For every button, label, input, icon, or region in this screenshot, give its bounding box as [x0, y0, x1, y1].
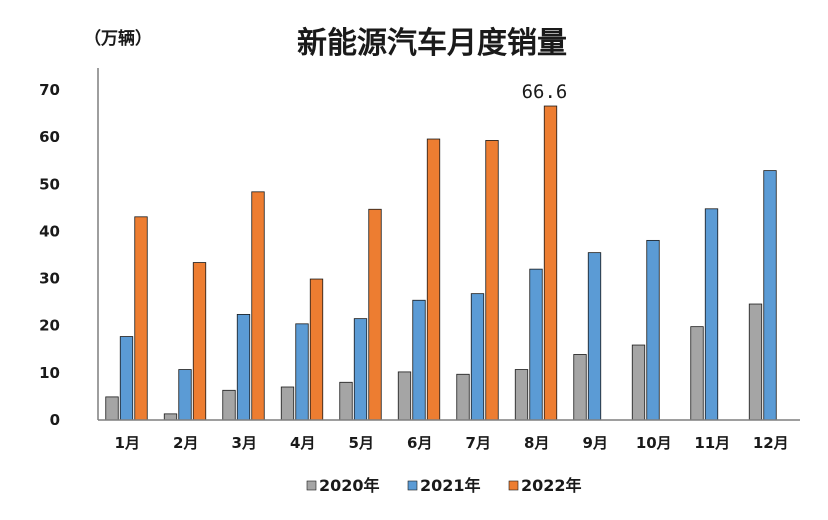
legend: 2020年 2021年 2022年 — [306, 476, 582, 495]
x-tick-label: 8月 — [524, 434, 549, 452]
x-tick-label: 11月 — [694, 434, 730, 452]
x-tick-label: 9月 — [583, 434, 608, 452]
chart-title: 新能源汽车月度销量 — [297, 26, 567, 61]
bar-2021年-6月 — [412, 299, 426, 421]
y-tick-label: 10 — [39, 364, 60, 382]
legend-label: 2021年 — [420, 476, 481, 495]
y-tick-label: 20 — [39, 317, 60, 335]
y-tick-label: 70 — [39, 81, 60, 99]
bar-2021年-2月 — [178, 369, 192, 421]
bar-2020年-4月 — [280, 386, 295, 421]
bar-2020年-1月 — [105, 396, 119, 421]
bar-2021年-5月 — [353, 318, 368, 421]
x-tick-label: 2月 — [173, 434, 198, 452]
bar-2022年-4月 — [309, 278, 324, 421]
x-axis-ticks: 1月 2月 3月 4月 5月 6月 7月 8月 9月 10月 11月 12月 — [115, 434, 789, 452]
bar-2022年-3月 — [251, 191, 265, 421]
bar-2020年-10月 — [631, 344, 646, 421]
y-axis-unit-label: （万辆） — [84, 28, 152, 49]
bar-2022年-6月 — [426, 138, 441, 421]
bar-2022年-5月 — [368, 208, 382, 421]
x-tick-label: 7月 — [466, 434, 491, 452]
x-tick-label: 4月 — [290, 434, 315, 452]
x-tick-label: 10月 — [636, 434, 672, 452]
bar-2020年-5月 — [339, 381, 353, 421]
y-tick-label: 0 — [50, 411, 60, 429]
bars — [105, 105, 777, 421]
x-tick-label: 1月 — [115, 434, 140, 452]
bar-2020年-3月 — [222, 389, 236, 421]
legend-swatch-2022年 — [508, 480, 519, 491]
bar-2020年-12月 — [748, 303, 763, 421]
bar-2021年-11月 — [704, 208, 719, 421]
bar-2020年-6月 — [397, 371, 412, 421]
bar-2021年-4月 — [295, 323, 309, 421]
bar-2021年-3月 — [236, 313, 251, 421]
x-tick-label: 12月 — [753, 434, 789, 452]
y-axis-ticks: 0 10 20 30 40 50 60 70 — [39, 81, 60, 429]
bar-2020年-2月 — [163, 413, 178, 421]
x-tick-label: 6月 — [407, 434, 432, 452]
legend-swatch-2020年 — [306, 480, 317, 491]
data-labels: 66.6 — [522, 81, 568, 103]
bar-2021年-8月 — [529, 268, 543, 421]
bar-2021年-9月 — [587, 252, 602, 421]
x-tick-label: 3月 — [232, 434, 257, 452]
legend-swatch-2021年 — [407, 480, 418, 491]
y-tick-label: 50 — [39, 175, 60, 193]
bar-2020年-8月 — [514, 369, 529, 421]
bar-2021年-10月 — [646, 239, 660, 421]
legend-label: 2022年 — [521, 476, 582, 495]
bar-2022年-2月 — [192, 262, 207, 421]
bar-2022年-7月 — [485, 140, 499, 421]
bar-2020年-7月 — [456, 373, 470, 421]
bar-2021年-7月 — [470, 293, 485, 421]
bar-2022年-8月 — [543, 105, 558, 421]
bar-2021年-1月 — [119, 336, 134, 421]
data-label: 66.6 — [522, 81, 568, 103]
bar-2020年-11月 — [690, 326, 704, 421]
bar-2022年-1月 — [134, 216, 148, 421]
y-tick-label: 60 — [39, 128, 60, 146]
bar-2020年-9月 — [573, 354, 587, 421]
legend-label: 2020年 — [319, 476, 380, 495]
y-tick-label: 30 — [39, 270, 60, 288]
bar-2021年-12月 — [763, 170, 777, 421]
x-tick-label: 5月 — [349, 434, 374, 452]
y-tick-label: 40 — [39, 222, 60, 240]
